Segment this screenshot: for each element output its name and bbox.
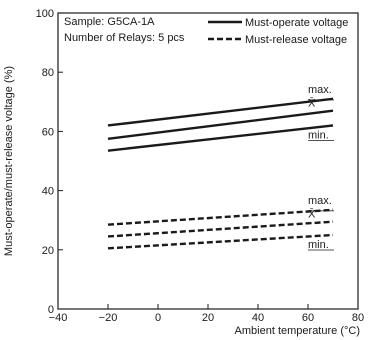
x-tick-label: 60 bbox=[302, 312, 314, 324]
series-annotation-2: min. bbox=[308, 129, 329, 141]
y-tick-label: 60 bbox=[42, 126, 54, 138]
series-line-0 bbox=[107, 97, 334, 127]
plot-frame bbox=[57, 12, 359, 310]
x-tick-label: −40 bbox=[49, 312, 68, 324]
series-annotation-0: max. bbox=[308, 84, 332, 96]
series-annotation-3: max. bbox=[308, 195, 332, 207]
series-line-1 bbox=[107, 109, 334, 140]
info-sample: Sample: G5CA-1A bbox=[64, 16, 155, 28]
y-tick-label: 80 bbox=[42, 67, 54, 79]
y-tick-label: 20 bbox=[42, 245, 54, 257]
x-tick-label: 0 bbox=[155, 312, 161, 324]
x-tick-label: 80 bbox=[352, 312, 364, 324]
axis-ticks: −40 −20 0 20 40 60 80 0 20 40 60 80 100 bbox=[36, 8, 364, 324]
series-annotation-5: min. bbox=[308, 239, 329, 251]
series-line-5 bbox=[107, 233, 334, 250]
legend-must-operate: Must-operate voltage bbox=[245, 17, 348, 29]
info-relay-count: Number of Relays: 5 pcs bbox=[64, 32, 185, 44]
series-annotations: max.X̄min.max.X̄min. bbox=[308, 84, 334, 251]
y-tick-label: 40 bbox=[42, 186, 54, 198]
series-annotation-4: X̄ bbox=[308, 208, 316, 221]
x-tick-label: 20 bbox=[202, 312, 214, 324]
y-tick-label: 0 bbox=[48, 304, 54, 316]
x-tick-label: 40 bbox=[252, 312, 264, 324]
series-line-2 bbox=[107, 124, 334, 152]
y-axis-label: Must-operate/must-release voltage (%) bbox=[3, 66, 15, 256]
series-group bbox=[107, 97, 334, 250]
legend-must-release: Must-release voltage bbox=[245, 34, 347, 46]
series-line-3 bbox=[107, 208, 334, 226]
x-axis-label: Ambient temperature (°C) bbox=[235, 325, 360, 337]
series-line-4 bbox=[107, 220, 334, 238]
y-tick-label: 100 bbox=[36, 8, 54, 20]
series-annotation-1: X̄ bbox=[308, 97, 316, 110]
x-tick-label: −20 bbox=[99, 312, 118, 324]
